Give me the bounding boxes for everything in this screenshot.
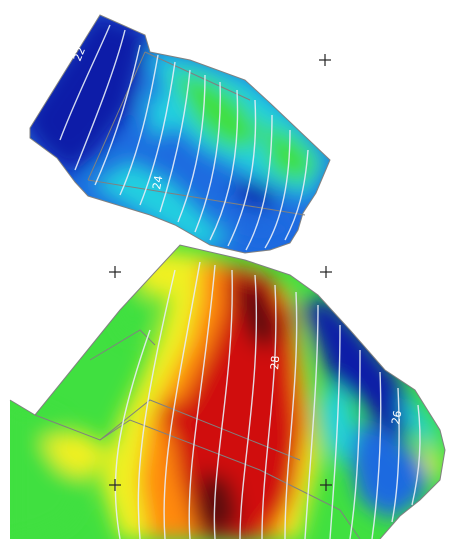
contour-label: 24 [150,174,165,190]
crosshair-marker [320,479,332,491]
field-boundaries [9,14,446,540]
contour-label: 28 [268,355,282,370]
crosshair-marker [319,54,331,66]
crosshair-marker [109,266,121,278]
crosshair-marker [320,266,332,278]
contour-lines [59,24,421,540]
contour-label: 22 [71,45,88,63]
bottom-field-outline [9,244,446,540]
top-field-outline [29,14,331,254]
crosshair-marker [109,479,121,491]
bottom-field-inner-boundary [34,414,361,540]
contour-label: 26 [389,409,404,425]
bottom-field-inner-boundary-2 [89,329,301,461]
top-field-heatmap [30,15,330,253]
bottom-field-heatmap [10,245,445,539]
